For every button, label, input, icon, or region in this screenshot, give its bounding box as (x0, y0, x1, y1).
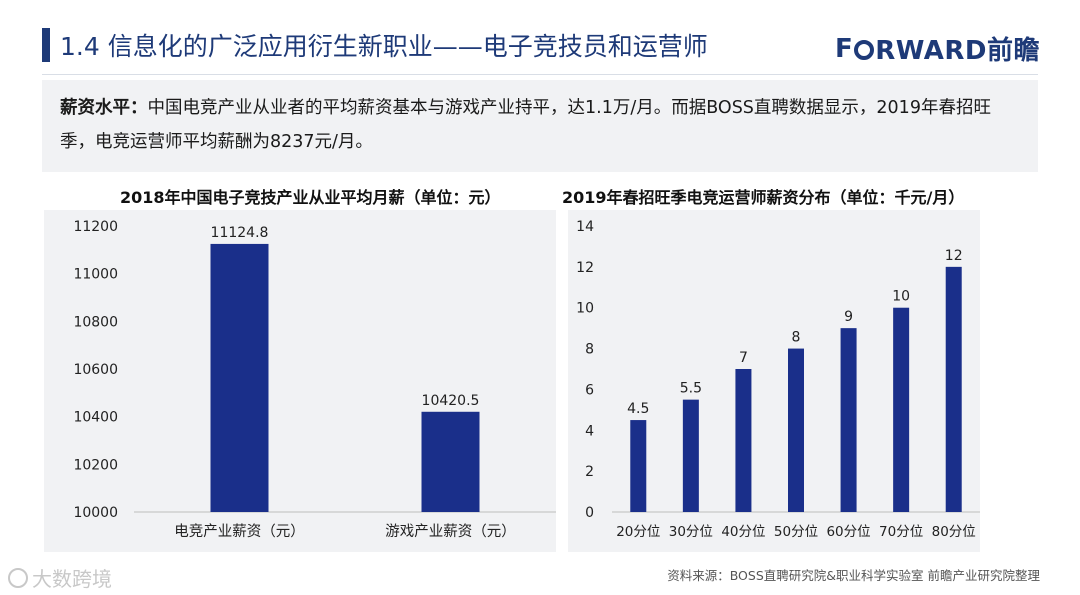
page-title: 1.4 信息化的广泛应用衍生新职业——电子竞技员和运营师 (60, 32, 708, 61)
chart2-ytick-label: 6 (585, 382, 594, 398)
chart2-ytick-label: 14 (576, 219, 594, 235)
chart1-bar (210, 243, 269, 512)
chart2-ytick-label: 0 (585, 505, 594, 521)
chart1-data-label: 10420.5 (422, 393, 480, 409)
logo-text-end: RWARD前瞻 (875, 36, 1040, 66)
chart2-data-label: 8 (792, 330, 801, 346)
chart1-ytick-label: 10400 (73, 410, 118, 426)
chart2-category-label: 40分位 (721, 524, 765, 540)
title-accent-bar (42, 28, 50, 62)
chart2-ytick-label: 12 (576, 260, 594, 276)
chart1-category-label: 电竞产业薪资（元） (174, 522, 305, 540)
chart1-ytick-label: 10800 (73, 314, 118, 330)
chart2-category-label: 60分位 (826, 524, 870, 540)
summary-text: 薪资水平：中国电竞产业从业者的平均薪资基本与游戏产业持平，达1.1万/月。而据B… (60, 91, 1020, 159)
chart2-salary-distribution: 0 2 4 6 8 10 12 14 4.5 20分位 5.5 30分位 7 40分位 8 50分位 9 60分位… (568, 210, 980, 552)
chart1-category-label: 游戏产业薪资（元） (385, 523, 516, 540)
watermark: 大数跨境 (8, 563, 112, 592)
watermark-logo-icon (8, 567, 28, 588)
chart1-ytick-label: 10600 (73, 362, 118, 378)
chart2-bar (788, 348, 804, 512)
chart2-bar (893, 307, 910, 512)
chart2-bar (630, 420, 647, 512)
chart2-data-label: 9 (844, 309, 853, 325)
summary-body: 中国电竞产业从业者的平均薪资基本与游戏产业持平，达1.1万/月。而据BOSS直聘… (60, 98, 991, 152)
chart2-ytick-label: 4 (585, 423, 594, 439)
watermark-text: 大数跨境 (32, 567, 112, 591)
chart2-title: 2019年春招旺季电竞运营师薪资分布（单位：千元/月） (562, 188, 965, 207)
chart2-category-label: 30分位 (669, 524, 713, 540)
chart1-salary-comparison: 10000 10200 10400 10600 10800 11000 11200 11124… (44, 210, 556, 552)
chart2-data-label: 10 (892, 289, 910, 305)
summary-box: 薪资水平：中国电竞产业从业者的平均薪资基本与游戏产业持平，达1.1万/月。而据B… (42, 80, 1038, 172)
chart2-data-label: 5.5 (680, 381, 702, 397)
chart2-ytick-label: 8 (585, 342, 594, 358)
chart2-data-label: 4.5 (627, 401, 649, 417)
logo-text-start: F (834, 33, 854, 64)
forward-logo: F RWARD前瞻 (835, 30, 1040, 67)
logo-o-ring-icon (854, 39, 875, 60)
chart1-ytick-label: 10000 (73, 505, 118, 521)
chart1-title: 2018年中国电子竞技产业从业平均月薪（单位：元） (120, 188, 501, 207)
chart1-ytick-label: 10200 (73, 457, 118, 473)
summary-label: 薪资水平： (60, 98, 148, 118)
chart2-category-label: 70分位 (879, 524, 923, 540)
chart1-ytick-label: 11000 (73, 267, 118, 283)
chart2-category-label: 50分位 (774, 524, 818, 540)
chart1-data-label: 11124.8 (211, 225, 269, 241)
chart2-category-label: 20分位 (616, 524, 660, 540)
chart2-category-label: 80分位 (932, 524, 976, 540)
chart2-data-label: 12 (945, 248, 963, 264)
chart2-ytick-label: 2 (585, 464, 594, 480)
chart2-bar (840, 328, 857, 512)
chart2-panel (568, 210, 980, 552)
chart2-data-label: 7 (739, 350, 748, 366)
chart2-bar (735, 369, 752, 512)
chart2-ytick-label: 10 (576, 301, 594, 317)
chart2-bar (945, 266, 962, 512)
chart1-ytick-label: 11200 (73, 219, 118, 235)
chart2-bar (682, 399, 699, 512)
chart1-bar (421, 411, 480, 512)
header-divider (42, 74, 1038, 75)
source-note: 资料来源：BOSS直聘研究院&职业科学实验室 前瞻产业研究院整理 (667, 568, 1040, 583)
